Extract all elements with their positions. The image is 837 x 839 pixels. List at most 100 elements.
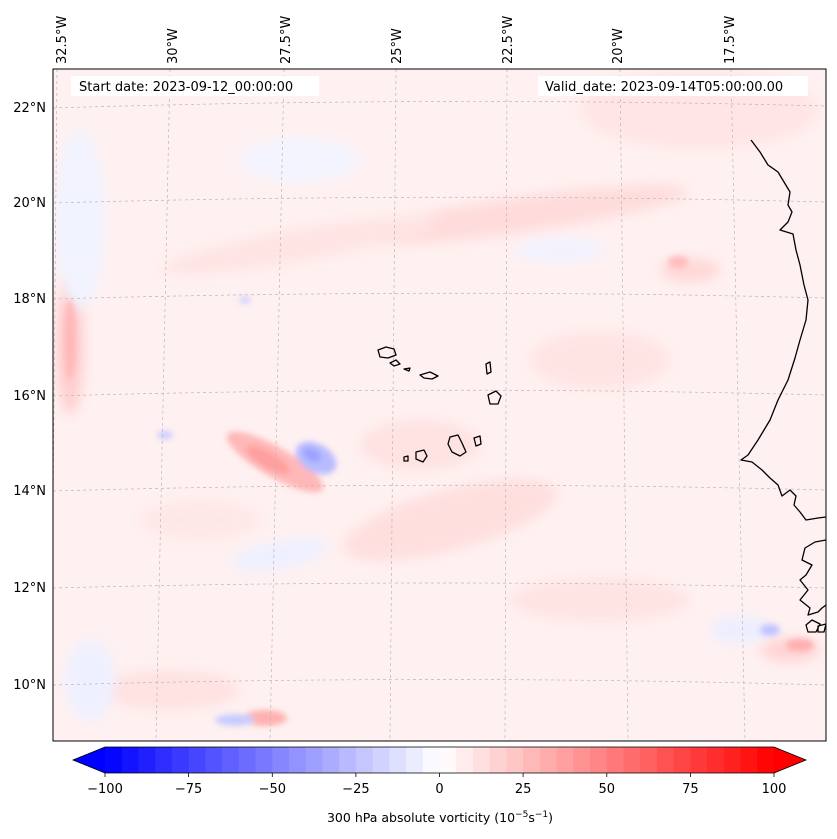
gridline-parallel [53,196,826,204]
bijagos-islands [805,619,826,633]
vorticity-band [55,130,105,310]
colorbar-tick-label: −25 [342,782,369,797]
cape-verde-sal [485,361,492,375]
gridline-meridian [730,69,746,741]
vorticity-band [240,138,360,182]
cape-verde-santa-luzia [403,367,411,372]
colorbar-segment [406,747,424,773]
colorbar-segment [506,747,524,773]
colorbar-segment [372,747,390,773]
colorbar-segment [205,747,223,773]
cape-verde-brava [403,455,409,462]
colorbar-segment [222,747,240,773]
valid-date-label: Valid_date: 2023-09-14T05:00:00.00 [545,80,783,95]
colorbar-segment [305,747,324,773]
vorticity-band [530,330,670,390]
cape-verde-boa-vista [487,390,502,405]
colorbar: −100 −75 −50 −25 0 25 50 75 100 300 hPa … [71,746,808,825]
colorbar-segment [673,747,691,773]
gridline-meridian [504,69,508,741]
gridline-meridian [155,69,171,741]
colorbar-segment [723,747,742,773]
colorbar-segment [171,747,190,773]
valid-date-box: Valid_date: 2023-09-14T05:00:00.00 [538,76,808,96]
colorbar-segment [573,747,591,773]
latitude-label: 20°N [13,196,46,211]
colorbar-segments [105,747,775,773]
colorbar-tick-labels: −100 −75 −50 −25 0 25 50 75 100 [87,782,786,797]
colorbar-segment [623,747,641,773]
colorbar-tick-label: −75 [175,782,202,797]
latitude-label: 22°N [13,101,46,116]
vorticity-band [65,640,115,720]
colorbar-segment [272,747,290,773]
colorbar-extend-high [774,747,806,773]
longitude-label: 22.5°W [501,16,516,64]
longitude-label: 30°W [166,28,181,64]
colorbar-label-exp2: −1 [535,810,548,820]
colorbar-segment [489,747,508,773]
gridline-parallel [53,679,826,686]
vorticity-feature [215,714,255,726]
colorbar-segment [606,747,625,773]
longitude-label: 32.5°W [55,16,70,64]
colorbar-segment [422,747,441,773]
colorbar-segment [590,747,608,773]
gridline-meridian [269,69,285,741]
colorbar-tick-label: 75 [682,782,699,797]
colorbar-segment [757,747,775,773]
gridline-meridian [619,69,629,741]
vorticity-feature [760,624,780,636]
colorbar-tick-label: 0 [435,782,443,797]
colorbar-label-suffix: ) [548,810,553,825]
vorticity-feature [243,710,287,726]
colorbar-segment [656,747,675,773]
africa-coastline [740,139,826,521]
gridline-parallel [53,292,826,300]
vorticity-field-background [53,69,826,741]
colorbar-segment [389,747,407,773]
vorticity-band [343,479,557,561]
colorbar-tick-label: −100 [87,782,123,797]
start-date-label: Start date: 2023-09-12_00:00:00 [79,80,293,95]
vorticity-feature [302,447,322,463]
colorbar-segment [322,747,340,773]
colorbar-extend-low [73,747,105,773]
vorticity-band [351,185,689,245]
colorbar-label-mid: s [528,810,535,825]
longitude-label: 17.5°W [723,16,738,64]
vorticity-feature [245,445,291,475]
cape-verde-maio [473,435,482,447]
cape-verde-sao-nicolau [419,371,439,380]
colorbar-segment [105,747,123,773]
colorbar-ticks [104,773,775,777]
longitude-label: 25°W [390,28,405,64]
colorbar-tick-label: 50 [599,782,616,797]
colorbar-segment [121,747,140,773]
colorbar-segment [238,747,257,773]
colorbar-tick-label: −50 [259,782,286,797]
colorbar-label: 300 hPa absolute vorticity (10−5s−1) [327,810,553,825]
latitude-label: 16°N [13,389,46,404]
colorbar-segment [355,747,374,773]
colorbar-label-exp1: −5 [515,810,528,820]
colorbar-segment [288,747,307,773]
latitude-label: 10°N [13,678,46,693]
cape-verde-santiago [447,434,467,457]
colorbar-tick-label: 25 [515,782,532,797]
vorticity-feature [157,431,173,439]
vorticity-feature [239,296,251,304]
colorbar-segment [255,747,273,773]
vorticity-band [162,216,438,274]
vorticity-band [710,616,770,644]
colorbar-segment [339,747,357,773]
gridline-meridian [53,69,58,557]
longitude-labels: 32.5°W 30°W 27.5°W 25°W 22.5°W 20°W 17.5… [55,16,738,64]
gridline-parallel [53,484,826,492]
vorticity-feature [64,300,76,380]
colorbar-segment [690,747,708,773]
vorticity-feature [668,256,688,268]
colorbar-segment [707,747,725,773]
gridline-parallel [53,101,826,109]
